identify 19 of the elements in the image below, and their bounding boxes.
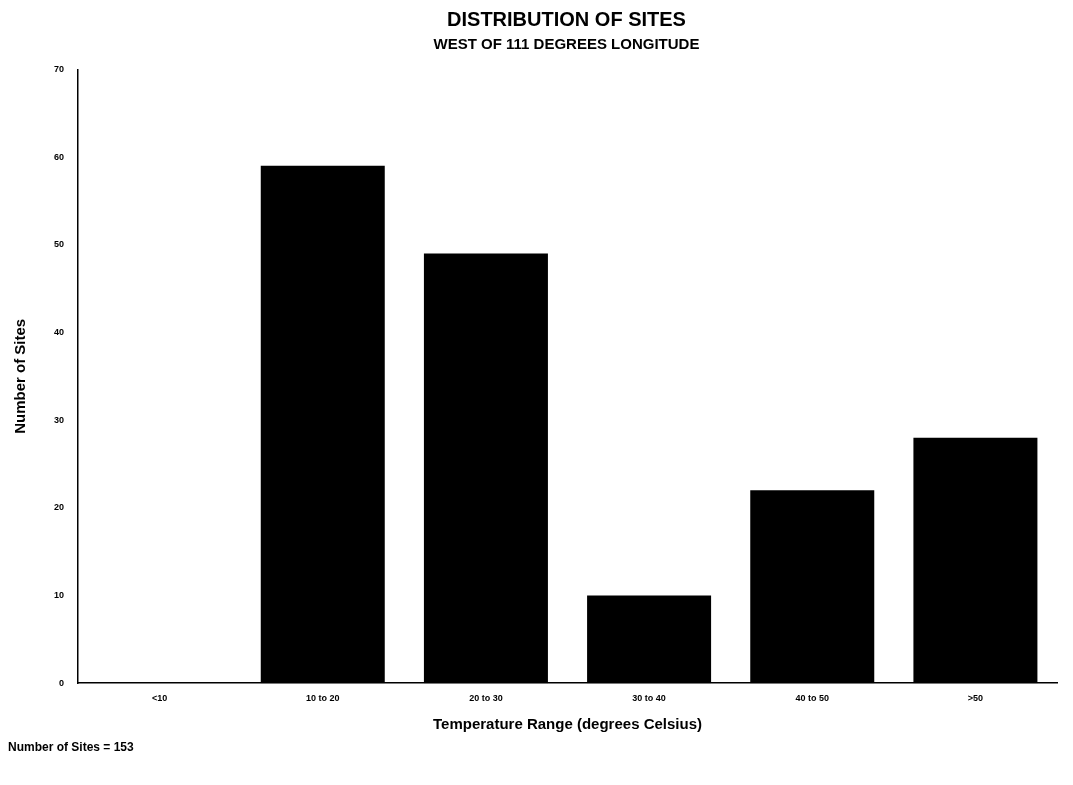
y-tick-label: 70: [54, 63, 65, 74]
y-tick-label: 30: [54, 414, 65, 425]
chart-title: DISTRIBUTION OF SITES: [446, 8, 687, 31]
x-tick-label: 30 to 40: [632, 693, 666, 704]
text: Number of Sites = 153: [8, 740, 135, 754]
x-tick-label: 10 to 20: [305, 693, 340, 704]
chart-subtitle: WEST OF 111 DEGREES LONGITUDE: [432, 35, 701, 52]
x-tick-label: 40 to 50: [795, 693, 830, 704]
x-tick-label: <10: [151, 693, 168, 704]
y-tick-label: 60: [54, 151, 65, 162]
x-tick-label: >50: [967, 693, 984, 704]
y-tick-label: 20: [54, 502, 65, 513]
y-axis-title: Number of Sites: [11, 318, 29, 434]
y-tick-label: 40: [54, 326, 65, 337]
x-tick-label: 20 to 30: [469, 693, 503, 704]
y-tick-label: 50: [54, 239, 65, 250]
y-tick-label: 0: [59, 677, 65, 688]
y-tick-label: 10: [54, 590, 65, 600]
x-axis-title: Temperature Range (degrees Celsius): [433, 715, 702, 733]
